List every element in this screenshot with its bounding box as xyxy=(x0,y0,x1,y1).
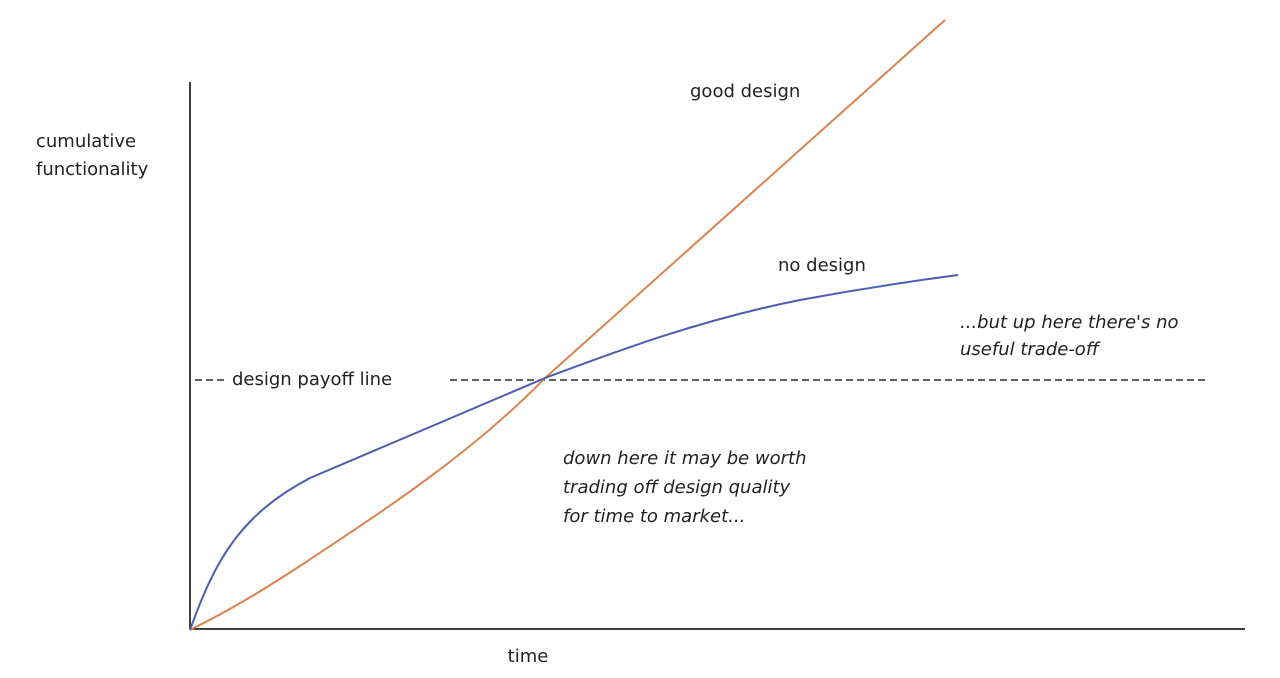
x-axis-label: time xyxy=(508,646,549,667)
good-design-curve xyxy=(189,19,946,631)
annotation: for time to market... xyxy=(563,506,745,527)
annotation: down here it may be worth xyxy=(563,448,807,469)
no-design-curve xyxy=(189,274,959,631)
annotation: useful trade-off xyxy=(960,339,1101,360)
curve-label: no design xyxy=(778,255,866,276)
payoff-label: design payoff line xyxy=(232,369,392,390)
annotation: trading off design quality xyxy=(563,477,791,498)
annotation: ...but up here there's no xyxy=(960,312,1179,333)
y-axis-label: cumulative xyxy=(36,131,136,152)
curve-label: good design xyxy=(690,81,800,102)
y-axis-label: functionality xyxy=(36,159,149,180)
